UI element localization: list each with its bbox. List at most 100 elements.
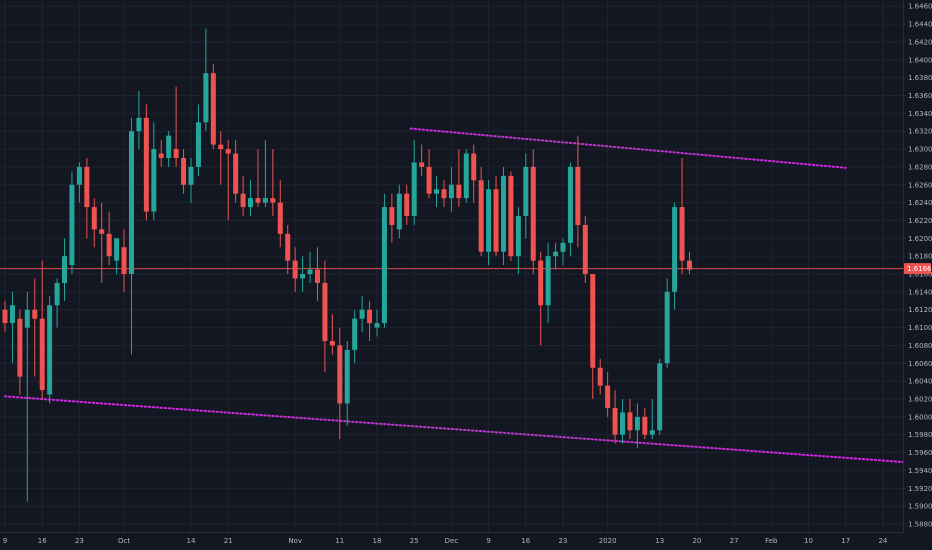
candle-body [471, 153, 477, 181]
y-tick-label: 1.64600 [908, 3, 932, 11]
candle-body [195, 122, 201, 167]
candle [627, 399, 633, 440]
y-tick-label: 1.58800 [908, 520, 932, 528]
candle [567, 162, 573, 257]
y-tick-label: 1.61200 [908, 306, 932, 314]
y-tick-label: 1.61400 [908, 288, 932, 296]
candle-body [434, 189, 440, 194]
candle [166, 131, 172, 167]
y-tick-label: 1.59400 [908, 467, 932, 475]
candle [54, 278, 60, 328]
x-tick-label: 25 [410, 537, 419, 545]
candle-body [218, 144, 224, 150]
candle [47, 296, 53, 404]
candle [352, 309, 358, 364]
candle [62, 238, 68, 301]
y-tick-label: 1.64400 [908, 21, 932, 29]
y-tick-label: 1.61000 [908, 324, 932, 332]
candle [590, 274, 596, 399]
x-tick-label: Feb [765, 537, 778, 545]
candle-body [538, 260, 544, 306]
candle [419, 144, 425, 176]
candle [545, 242, 551, 324]
candle-body [523, 166, 529, 217]
candle [270, 149, 276, 217]
candle [121, 229, 127, 292]
candle [381, 193, 387, 328]
candle-body [530, 166, 536, 261]
candle-body [17, 318, 23, 377]
candle-body [329, 340, 335, 346]
candle-body [396, 193, 402, 230]
candle-body [575, 166, 581, 225]
candle-body [91, 207, 97, 230]
candle [553, 242, 559, 270]
y-tick-label: 1.59000 [908, 503, 932, 511]
price-axis[interactable]: 1.58800 1.59000 1.59200 1.59400 1.59600 1.598… [903, 0, 932, 550]
candle-body [672, 207, 678, 292]
candle [686, 251, 692, 275]
candle-body [136, 117, 142, 132]
candle-body [493, 189, 499, 252]
x-tick-label: 9 [486, 537, 490, 545]
candle-body [84, 166, 90, 208]
candle [143, 104, 149, 221]
candle-body [381, 207, 387, 324]
x-tick-label: Oct [118, 537, 130, 545]
candle-body [553, 251, 559, 257]
candle [434, 175, 440, 208]
candle-body [582, 224, 588, 275]
candle-body [448, 184, 454, 199]
candle [411, 140, 417, 225]
trendline-upper [409, 127, 847, 169]
candle-body [627, 412, 633, 431]
candle-body [404, 193, 410, 217]
candle-body [322, 282, 328, 341]
y-tick-label: 1.62000 [908, 235, 932, 243]
candle [314, 247, 320, 301]
candle-body [114, 238, 120, 261]
candle-body [612, 407, 618, 435]
time-axis[interactable]: 9 16 23 Oct 14 21 Nov 11 18 25 Dec 9 16 23 2020 13 20 27 F… [0, 532, 903, 546]
candle-body [419, 162, 425, 167]
candle [240, 175, 246, 217]
x-tick-label: 23 [559, 537, 568, 545]
candle-body [158, 153, 164, 158]
candle [634, 403, 640, 449]
candle-body [352, 318, 358, 350]
y-tick-label: 1.60200 [908, 396, 932, 404]
candle [396, 184, 402, 239]
candle [91, 198, 97, 248]
candle [374, 309, 380, 337]
candle [262, 140, 268, 208]
candle [128, 117, 134, 355]
candle-body [270, 198, 276, 203]
x-tick-label: 16 [521, 537, 530, 545]
candle-body [248, 198, 254, 208]
candle [195, 104, 201, 176]
candle [493, 175, 499, 257]
candle-body [590, 274, 596, 368]
candle-body [99, 229, 105, 234]
candle-body [508, 175, 514, 257]
candle [32, 278, 38, 377]
candle [329, 314, 335, 355]
candle [582, 216, 588, 283]
candle [218, 131, 224, 185]
x-tick-label: 23 [75, 537, 84, 545]
candle [672, 202, 678, 310]
candle-body [620, 412, 626, 435]
x-tick-label: 18 [373, 537, 382, 545]
candle [173, 86, 179, 167]
candle [24, 291, 30, 502]
candle-body [143, 117, 149, 212]
candle [17, 309, 23, 395]
candle-body [389, 207, 395, 225]
x-tick-label: 2020 [599, 537, 617, 545]
candle-body [597, 367, 603, 386]
candle [2, 300, 8, 333]
y-tick-label: 1.62800 [908, 163, 932, 171]
candle-body [173, 149, 179, 158]
